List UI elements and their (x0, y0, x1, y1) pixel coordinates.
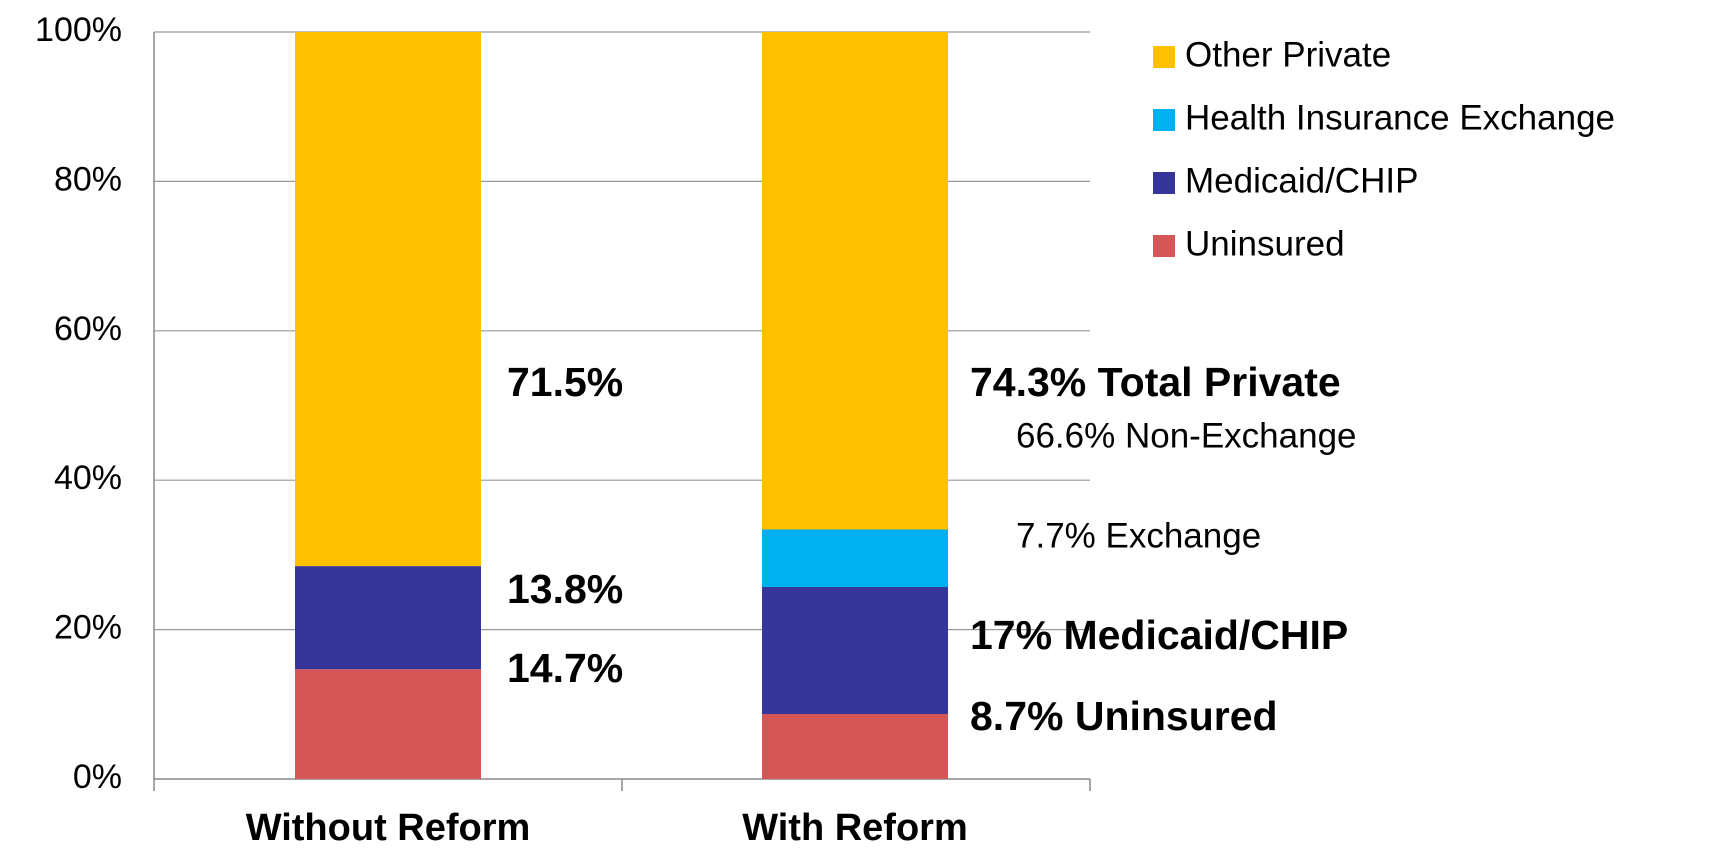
data-label: 17% Medicaid/CHIP (970, 612, 1348, 658)
annotation: 74.3% Total Private (970, 359, 1341, 405)
bar-segment (762, 587, 948, 715)
bar-segment (762, 529, 948, 588)
legend-label: Medicaid/CHIP (1185, 161, 1418, 200)
data-label: 66.6% Non-Exchange (1016, 416, 1357, 455)
y-tick-label: 80% (54, 160, 122, 198)
legend-label: Other Private (1185, 35, 1391, 74)
legend-swatch (1153, 172, 1175, 194)
y-tick-label: 20% (54, 609, 122, 647)
legend-swatch (1153, 235, 1175, 257)
y-tick-label: 0% (73, 758, 122, 796)
bar-segment (295, 669, 481, 779)
data-label: 14.7% (507, 645, 623, 691)
bar-segment (762, 32, 948, 530)
legend-swatch (1153, 46, 1175, 68)
data-label: 7.7% Exchange (1016, 516, 1261, 555)
x-tick-label: Without Reform (246, 807, 531, 848)
legend-swatch (1153, 109, 1175, 131)
bar-segment (295, 32, 481, 567)
data-label: 71.5% (507, 359, 623, 405)
x-tick-label: With Reform (742, 807, 968, 848)
y-tick-label: 60% (54, 310, 122, 348)
data-label: 13.8% (507, 566, 623, 612)
bar-segment (762, 714, 948, 779)
legend-label: Health Insurance Exchange (1185, 98, 1615, 137)
bar-segment (295, 566, 481, 670)
data-label: 8.7% Uninsured (970, 693, 1278, 739)
y-tick-label: 100% (35, 11, 122, 49)
legend-label: Uninsured (1185, 224, 1345, 263)
y-tick-label: 40% (54, 459, 122, 497)
